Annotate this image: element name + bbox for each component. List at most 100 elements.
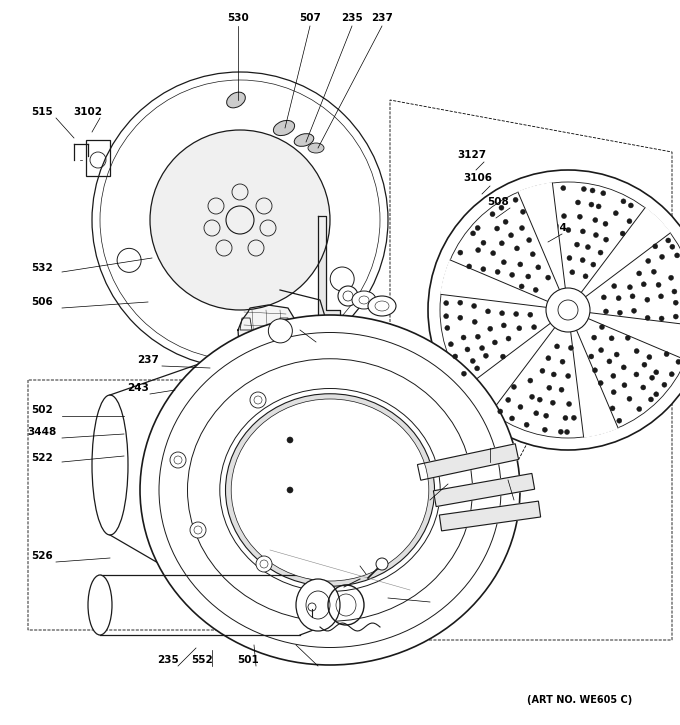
- Text: 235: 235: [341, 13, 363, 23]
- Ellipse shape: [642, 362, 647, 368]
- Ellipse shape: [673, 300, 678, 305]
- Ellipse shape: [471, 358, 475, 363]
- Text: 235: 235: [157, 655, 179, 665]
- Ellipse shape: [269, 319, 292, 343]
- Ellipse shape: [256, 556, 272, 572]
- Ellipse shape: [540, 368, 545, 373]
- Ellipse shape: [92, 72, 388, 368]
- Ellipse shape: [645, 315, 650, 320]
- Ellipse shape: [575, 200, 581, 205]
- Polygon shape: [581, 208, 670, 297]
- Ellipse shape: [651, 269, 656, 274]
- Ellipse shape: [465, 347, 470, 352]
- Ellipse shape: [641, 385, 646, 390]
- Ellipse shape: [513, 197, 518, 202]
- Ellipse shape: [287, 437, 293, 443]
- Ellipse shape: [670, 244, 675, 249]
- Ellipse shape: [676, 360, 680, 365]
- Ellipse shape: [492, 340, 497, 345]
- Ellipse shape: [546, 356, 551, 360]
- Ellipse shape: [617, 418, 622, 423]
- Ellipse shape: [488, 326, 493, 331]
- Ellipse shape: [458, 315, 463, 320]
- Ellipse shape: [534, 411, 539, 415]
- Ellipse shape: [551, 372, 556, 377]
- Ellipse shape: [520, 210, 526, 215]
- Ellipse shape: [533, 287, 539, 292]
- Ellipse shape: [294, 133, 313, 146]
- Ellipse shape: [515, 246, 520, 251]
- Ellipse shape: [622, 365, 626, 370]
- Ellipse shape: [501, 260, 507, 265]
- Text: 517: 517: [491, 489, 513, 499]
- Ellipse shape: [453, 354, 458, 359]
- Ellipse shape: [445, 326, 450, 331]
- Text: 509: 509: [407, 489, 429, 499]
- Ellipse shape: [543, 413, 549, 418]
- Text: 552: 552: [191, 655, 213, 665]
- Ellipse shape: [287, 487, 293, 493]
- Ellipse shape: [226, 92, 245, 108]
- Ellipse shape: [603, 221, 608, 226]
- Polygon shape: [441, 260, 548, 307]
- Ellipse shape: [600, 325, 605, 330]
- Ellipse shape: [500, 354, 505, 359]
- Ellipse shape: [627, 219, 632, 224]
- Text: 522: 522: [31, 453, 53, 463]
- Ellipse shape: [490, 212, 495, 217]
- Ellipse shape: [547, 385, 551, 390]
- Polygon shape: [238, 305, 294, 380]
- Ellipse shape: [627, 397, 632, 402]
- Ellipse shape: [506, 397, 511, 402]
- Ellipse shape: [499, 241, 505, 246]
- Ellipse shape: [598, 381, 603, 386]
- Ellipse shape: [653, 392, 659, 397]
- Ellipse shape: [532, 325, 537, 330]
- Ellipse shape: [601, 295, 607, 300]
- Ellipse shape: [330, 267, 354, 291]
- Ellipse shape: [560, 359, 565, 364]
- Text: 508: 508: [487, 197, 509, 207]
- Ellipse shape: [564, 429, 570, 434]
- Ellipse shape: [668, 276, 674, 281]
- Ellipse shape: [475, 247, 481, 252]
- Ellipse shape: [609, 336, 614, 341]
- Polygon shape: [466, 323, 555, 413]
- Ellipse shape: [530, 252, 535, 257]
- Ellipse shape: [566, 402, 572, 407]
- Text: 534: 534: [347, 563, 369, 573]
- Ellipse shape: [526, 238, 532, 243]
- Polygon shape: [571, 331, 618, 437]
- Ellipse shape: [580, 257, 585, 262]
- Ellipse shape: [571, 415, 577, 420]
- Ellipse shape: [511, 384, 516, 389]
- Ellipse shape: [461, 335, 466, 340]
- Ellipse shape: [607, 359, 612, 364]
- Ellipse shape: [546, 288, 590, 332]
- Ellipse shape: [561, 186, 566, 191]
- Ellipse shape: [226, 394, 435, 587]
- Ellipse shape: [498, 409, 503, 414]
- Ellipse shape: [621, 199, 626, 204]
- Ellipse shape: [617, 310, 622, 315]
- Ellipse shape: [590, 188, 595, 193]
- Ellipse shape: [526, 274, 530, 279]
- Ellipse shape: [554, 344, 560, 349]
- Ellipse shape: [528, 312, 533, 318]
- Ellipse shape: [563, 415, 568, 420]
- Ellipse shape: [190, 522, 206, 538]
- Ellipse shape: [486, 309, 490, 314]
- Ellipse shape: [636, 407, 642, 412]
- Ellipse shape: [612, 283, 617, 289]
- Text: 516: 516: [469, 437, 491, 447]
- Text: 3102: 3102: [73, 107, 103, 117]
- Ellipse shape: [503, 220, 508, 224]
- Ellipse shape: [458, 300, 463, 305]
- Ellipse shape: [443, 301, 449, 305]
- Ellipse shape: [659, 316, 664, 321]
- Ellipse shape: [567, 255, 572, 260]
- Ellipse shape: [466, 264, 472, 269]
- Ellipse shape: [479, 346, 485, 351]
- Ellipse shape: [632, 308, 636, 313]
- Ellipse shape: [495, 270, 500, 275]
